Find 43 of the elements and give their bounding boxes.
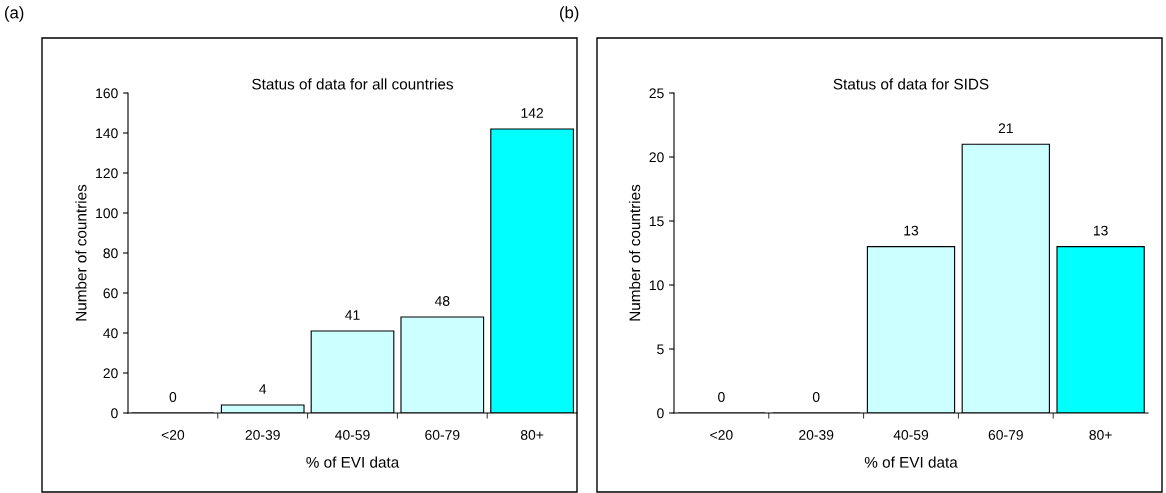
- x-tick-label: 60-79: [988, 430, 1023, 440]
- x-tick-label: <20: [161, 430, 185, 440]
- chart-title: Status of data for all countries: [252, 78, 454, 90]
- chart-title: Status of data for SIDS: [833, 78, 989, 90]
- x-tick-label: 40-59: [335, 430, 370, 440]
- data-label: 0: [812, 392, 820, 402]
- data-label: 0: [169, 392, 177, 402]
- text: (a): [5, 6, 24, 22]
- x-tick-label: <20: [710, 430, 733, 440]
- x-tick-label: 20-39: [799, 430, 834, 440]
- data-label: 142: [521, 108, 543, 118]
- data-label: 4: [259, 384, 267, 394]
- data-label: 0: [718, 392, 725, 402]
- x-tick-label: 40-59: [893, 430, 929, 440]
- y-tick-label: 15: [649, 216, 664, 227]
- y-tick-label: 25: [649, 88, 664, 99]
- x-axis-title: % of EVI data: [306, 456, 400, 468]
- y-tick-label: 5: [657, 344, 664, 355]
- y-tick-label: 10: [649, 280, 664, 291]
- x-tick-label: 80+: [520, 430, 544, 440]
- x-axis-title: % of EVI data: [864, 456, 958, 468]
- y-tick-label: 60: [103, 288, 118, 299]
- text: (b): [560, 6, 579, 22]
- y-tick-label: 0: [111, 408, 118, 419]
- y-tick-label: 0: [657, 408, 664, 419]
- y-tick-label: 160: [96, 88, 118, 99]
- x-tick-label: 80+: [1089, 430, 1112, 440]
- data-label: 21: [998, 123, 1013, 133]
- x-tick-label: 20-39: [245, 430, 280, 440]
- y-tick-label: 40: [103, 328, 118, 339]
- data-label: 13: [904, 225, 919, 236]
- y-tick-label: 80: [103, 248, 118, 259]
- y-tick-label: 100: [96, 208, 118, 219]
- y-tick-label: 140: [96, 128, 118, 139]
- y-axis-title: Number of countries: [629, 184, 641, 321]
- y-tick-label: 20: [649, 152, 664, 163]
- data-label: 41: [345, 310, 360, 320]
- y-tick-label: 120: [96, 168, 118, 179]
- y-axis-title: Number of countries: [75, 184, 87, 321]
- data-label: 48: [434, 296, 450, 306]
- x-tick-label: 60-79: [425, 430, 460, 440]
- data-label: 13: [1093, 225, 1108, 236]
- y-tick-label: 20: [103, 368, 118, 379]
